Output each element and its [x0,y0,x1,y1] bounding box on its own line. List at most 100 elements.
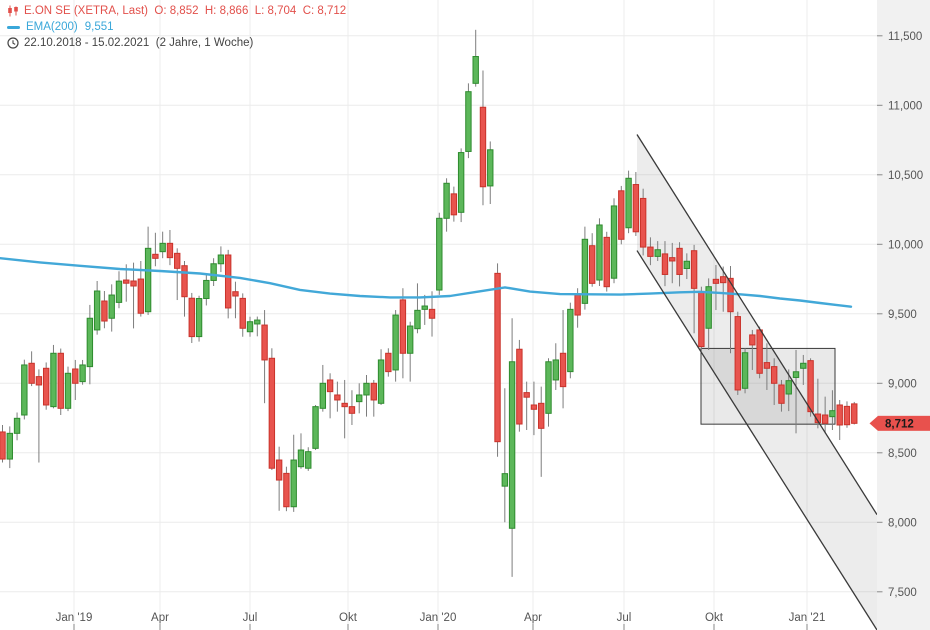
candle-down [479,106,487,188]
candle-down [836,404,843,426]
candle-down [137,278,145,314]
candle-down [676,247,683,275]
x-axis-label: Jan '21 [789,612,826,624]
candle-down [341,402,348,408]
candle-down [326,379,334,393]
y-axis-label: 10,000 [888,239,923,251]
candles [0,29,858,577]
candle-up [195,298,203,338]
candle-up [246,321,254,333]
candle-down [814,413,822,424]
candle-up [487,149,494,187]
last-price-label: 8,712 [885,418,914,430]
candle-up [13,417,21,434]
candle-down [283,472,290,508]
y-axis-label: 8,500 [888,448,917,460]
candle-down [0,431,6,460]
candle-down [647,246,654,257]
candle-up [6,432,13,460]
candle-down [123,279,130,284]
candle-down [843,405,851,426]
candle-down [57,352,64,409]
candle-up [567,308,574,373]
candle-up [144,247,152,313]
candle-up [829,410,836,418]
candle-up [93,290,101,331]
candle-down [348,406,356,414]
x-axis-label: Okt [339,612,358,624]
y-axis-label: 10,500 [888,170,923,182]
candle-up [552,359,559,381]
candle-up [217,254,225,265]
candle-down [101,300,108,322]
candle-down [734,316,741,391]
candle-down [166,242,174,259]
instrument-row[interactable]: E.ON SE (XETRA, Last) O: 8,852 H: 8,866 … [7,3,346,19]
candle-up [465,91,472,152]
ema200-line [0,257,853,308]
candle-up [290,459,297,508]
date-range-row: 22.10.2018 - 15.02.2021 (2 Jahre, 1 Woch… [7,35,346,51]
candle-up [545,361,552,414]
candle-down [261,324,268,361]
ema-line-icon [7,25,20,29]
candle-up [305,451,312,469]
candle-up [625,177,632,229]
candle-up [377,359,385,404]
candle-down [669,257,676,262]
candle-down [232,291,239,297]
candle-down [756,329,763,374]
candle-down [72,368,79,384]
candle-down [42,367,50,406]
instrument-ohlc: O: 8,852 H: 8,866 L: 8,704 C: 8,712 [147,5,347,17]
chart-legend: E.ON SE (XETRA, Last) O: 8,852 H: 8,866 … [7,3,346,51]
candle-up [210,263,217,281]
candle-up [254,319,261,325]
candle-down [720,276,727,284]
date-range: 22.10.2018 - 15.02.2021 [24,37,150,49]
indicator-row[interactable]: EMA(200) 9,551 [7,19,346,35]
candle-down [428,308,436,319]
y-axis-label: 11,500 [888,31,922,43]
gridlines [0,0,877,630]
candle-down [174,252,181,269]
indicator-value: 9,551 [84,21,114,33]
candle-up [414,309,421,330]
candle-down [152,253,159,259]
candle-down [778,384,785,404]
x-axis-label: Okt [705,612,724,624]
candle-up [436,217,443,291]
candle-down [334,394,341,401]
candle-down [188,297,195,338]
candle-up [654,249,661,257]
y-axis-label: 9,500 [888,309,917,321]
candle-down [239,297,246,329]
candle-up [508,361,516,529]
candle-down [632,184,640,233]
candle-down [661,253,669,275]
y-axis[interactable]: 11,500 11,000 10,500 10,000 9,500 9,000 8,500 8… [877,0,930,630]
x-axis-label: Jan '20 [420,612,457,624]
y-axis-label: 8,000 [888,517,917,529]
candle-down [712,278,720,284]
consolidation-box [700,347,836,425]
candle-up [457,152,465,213]
y-axis-label: 9,000 [888,378,917,390]
x-axis[interactable]: Jan '19 Apr Jul Okt Jan '20 Apr Jul Okt Jan '21 [56,612,826,630]
candle-down [516,348,523,425]
candle-up [363,382,370,396]
candle-up [705,286,712,329]
candle-down [224,254,232,309]
candle-up [115,280,123,303]
candle-down [275,459,283,481]
candle-down [807,360,814,413]
x-axis-label: Apr [151,612,169,624]
candle-down [559,352,567,388]
candlestick-icon [8,5,18,17]
instrument-name: E.ON SE (XETRA, Last) [24,5,148,17]
candle-up [792,371,800,378]
candle-down [618,190,625,240]
candle-up [421,305,428,310]
